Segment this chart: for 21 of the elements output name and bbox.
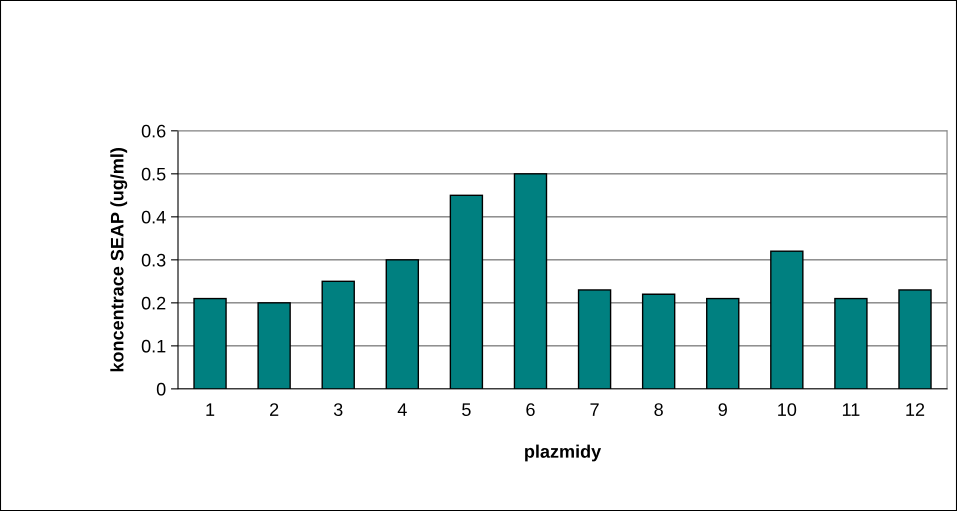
- x-tick-label: 3: [334, 403, 342, 416]
- y-tick-label: 0.2: [142, 296, 166, 310]
- y-tick-label: 0.3: [142, 254, 166, 267]
- x-tick-label: 9: [718, 403, 727, 416]
- x-tick-label: 2: [270, 403, 278, 416]
- x-tick-label: 4: [398, 403, 407, 416]
- x-tick-label: 7: [590, 403, 599, 416]
- x-tick-label: 5: [462, 403, 471, 416]
- x-tick-label: 1: [206, 403, 214, 416]
- x-tick-label: 12: [906, 403, 924, 416]
- x-tick-label: 6: [526, 403, 535, 416]
- x-axis-title: plazmidy: [525, 444, 602, 462]
- x-tick-label: 10: [778, 403, 796, 416]
- x-tick-label: 11: [842, 403, 860, 416]
- y-tick-label: 0.5: [142, 168, 166, 181]
- y-tick-label: 0.4: [142, 210, 166, 224]
- x-tick-label: 8: [654, 403, 663, 416]
- y-tick-label: 0.1: [142, 340, 166, 353]
- y-tick-label: 0: [156, 382, 166, 396]
- y-axis-title: koncentrace SEAP (ug/ml): [110, 148, 128, 372]
- y-tick-label: 0.6: [142, 124, 166, 138]
